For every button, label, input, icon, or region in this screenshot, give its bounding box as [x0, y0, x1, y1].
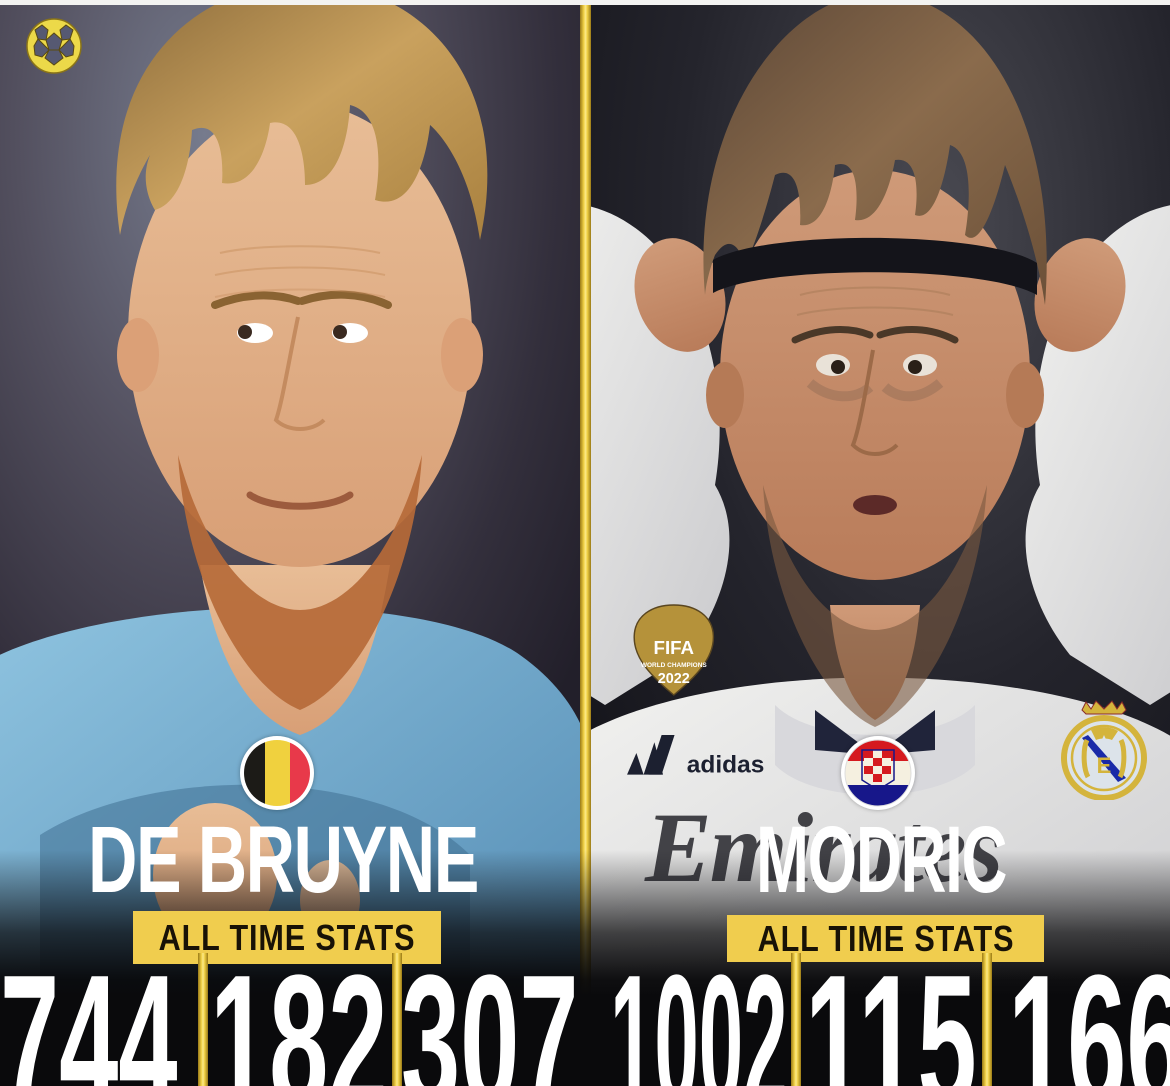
svg-text:adidas: adidas	[687, 751, 765, 778]
svg-text:WORLD CHAMPIONS: WORLD CHAMPIONS	[641, 662, 707, 669]
svg-text:E: E	[1097, 753, 1112, 778]
svg-text:FIFA: FIFA	[654, 637, 695, 658]
svg-text:2022: 2022	[658, 671, 690, 687]
